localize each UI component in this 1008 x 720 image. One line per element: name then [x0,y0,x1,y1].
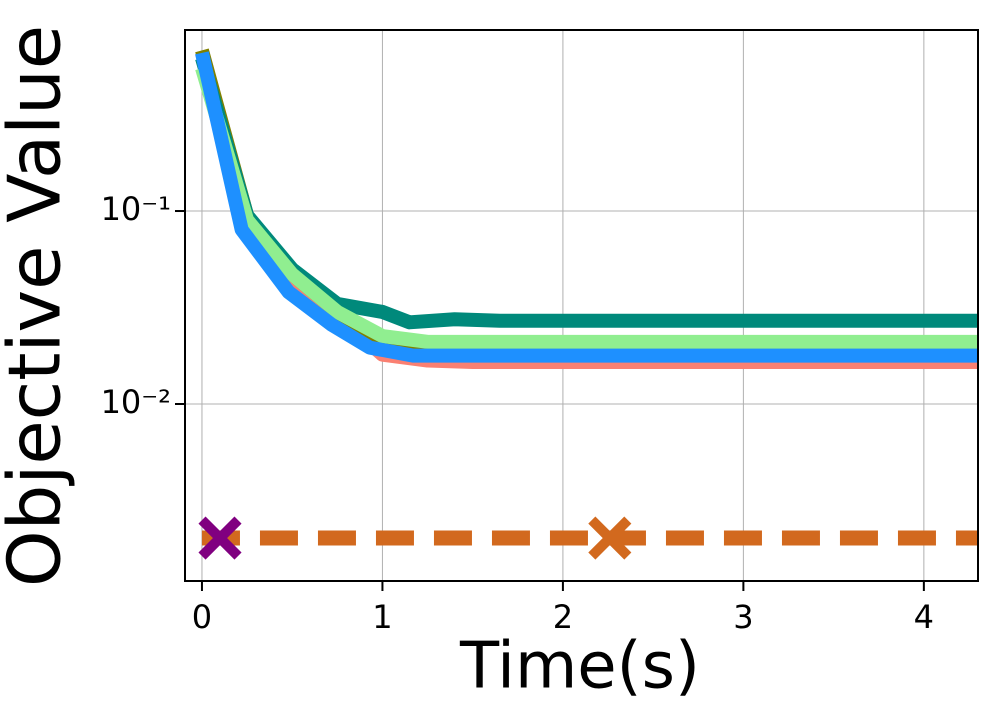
x-tick-label: 1 [372,598,392,636]
x-axis-label: Time(s) [459,630,700,704]
plot-area [195,48,978,560]
x-tick-label: 2 [553,598,573,636]
x-tick-label: 4 [914,598,934,636]
series-line [195,56,978,330]
series-line [195,51,978,363]
x-marker [588,516,632,560]
y-tick-label: 10⁻² [101,383,171,421]
series-line [195,66,978,349]
y-tick-label: 10⁻¹ [101,190,171,228]
plot-frame [184,29,979,582]
x-tick-label: 0 [192,598,212,636]
y-axis-label: Objective Value [0,25,77,587]
x-marker [198,516,242,560]
x-tick-label: 3 [733,598,753,636]
